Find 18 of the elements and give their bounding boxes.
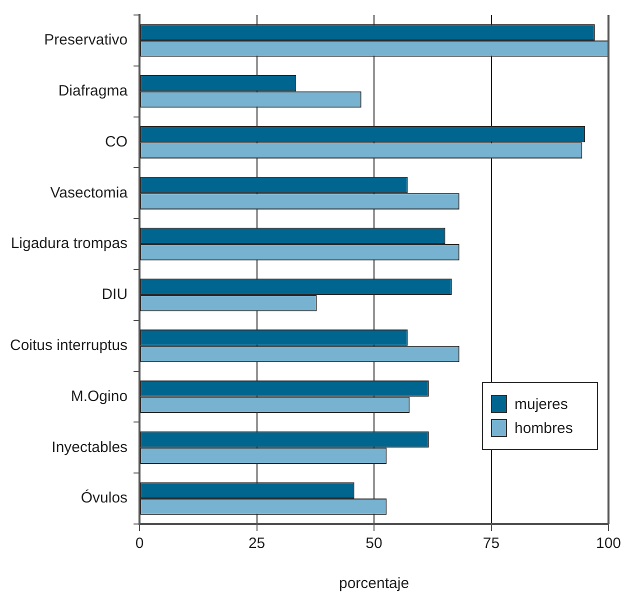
- legend-label: mujeres: [514, 396, 568, 412]
- y-tick-label: M.Ogino: [70, 388, 128, 405]
- x-tick-label: 25: [248, 535, 266, 552]
- y-tick-label: Ligadura trompas: [10, 235, 128, 252]
- x-axis-title: porcentaje: [338, 575, 410, 592]
- y-tick-label: Diafragma: [58, 82, 128, 100]
- y-tick-label: Vasectomia: [50, 184, 128, 202]
- legend-label: hombres: [514, 420, 573, 436]
- x-tick-label: 100: [596, 535, 621, 552]
- y-tick-label: CO: [105, 133, 128, 150]
- y-tick-label: DIU: [102, 286, 128, 304]
- x-tick-label: 75: [482, 535, 500, 552]
- x-tick-label: 50: [366, 535, 382, 552]
- x-tick-label: 0: [135, 535, 144, 552]
- y-tick-label: Coitus interruptus: [10, 336, 128, 354]
- y-tick-label: Preservativo: [44, 32, 128, 49]
- y-tick-label: Inyectables: [52, 438, 128, 456]
- y-tick-label: Óvulos: [80, 488, 128, 507]
